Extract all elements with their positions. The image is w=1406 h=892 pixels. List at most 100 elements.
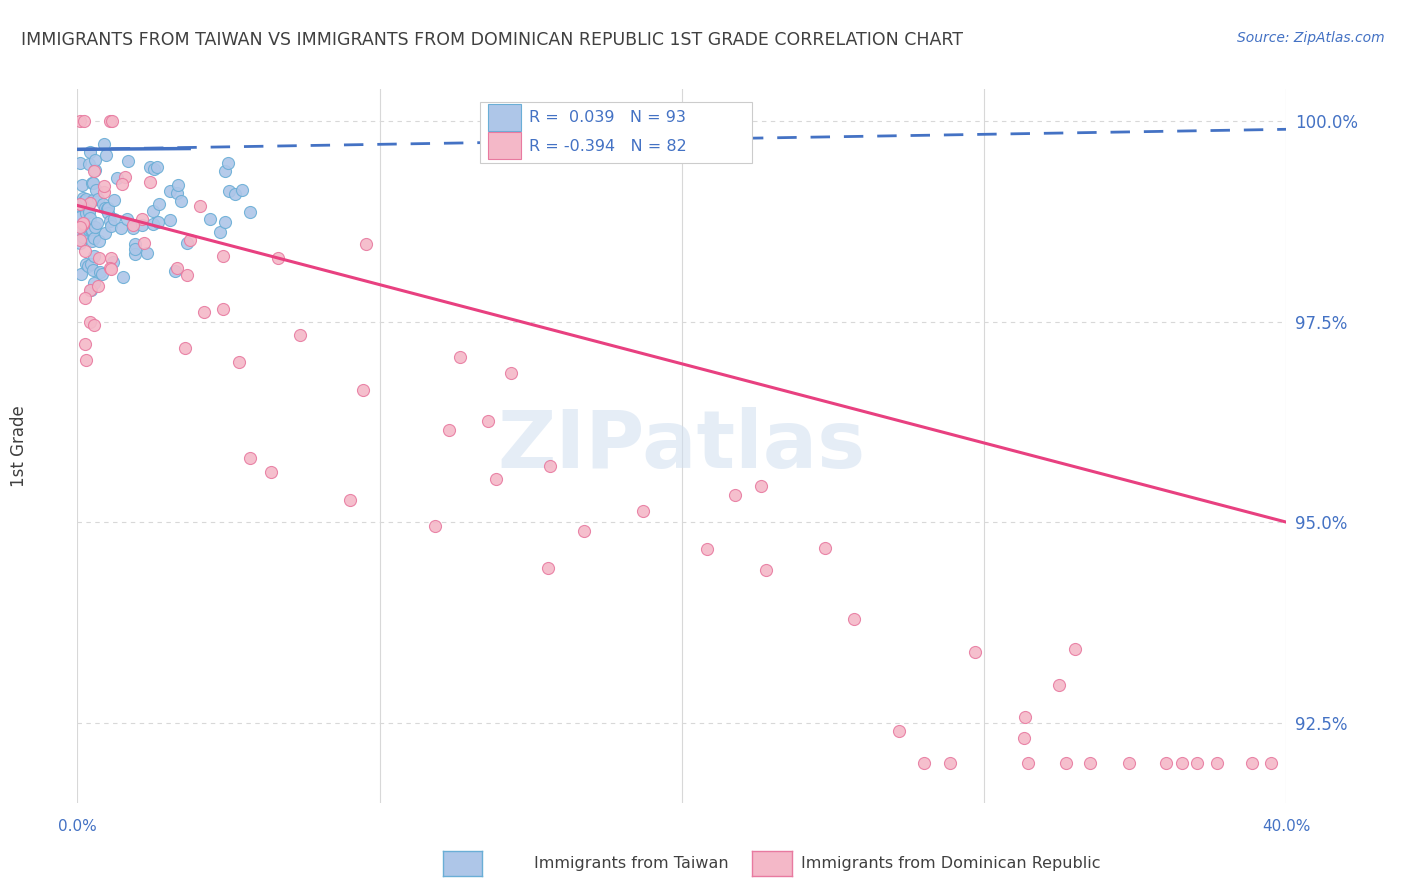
Point	[139, 175, 162, 189]
Point	[80, 223, 103, 237]
Point	[79, 196, 101, 211]
Point	[73, 216, 96, 230]
Point	[1078, 756, 1101, 770]
Point	[288, 328, 311, 343]
Point	[101, 255, 124, 269]
Point	[80, 177, 103, 191]
Point	[94, 201, 117, 215]
Point	[724, 488, 747, 502]
Point	[188, 199, 211, 213]
Point	[124, 242, 146, 256]
Point	[176, 236, 198, 251]
Point	[97, 202, 120, 216]
Point	[87, 279, 110, 293]
Point	[1171, 756, 1194, 770]
Point	[69, 114, 91, 128]
Point	[82, 263, 104, 277]
Point	[179, 233, 201, 247]
Point	[174, 341, 197, 355]
Point	[450, 350, 472, 364]
Point	[755, 563, 778, 577]
Point	[633, 504, 655, 518]
Point	[77, 259, 100, 273]
Point	[73, 337, 96, 351]
Point	[142, 204, 165, 219]
Text: 40.0%: 40.0%	[1263, 819, 1310, 834]
Point	[485, 472, 508, 486]
Point	[72, 191, 94, 205]
Bar	[488, 104, 520, 131]
Point	[117, 211, 139, 226]
Point	[103, 193, 125, 207]
Point	[813, 541, 835, 556]
Point	[72, 216, 94, 230]
Point	[574, 524, 596, 539]
Point	[1054, 756, 1077, 770]
Point	[105, 170, 128, 185]
Point	[1047, 678, 1070, 692]
Point	[93, 179, 115, 194]
Text: Immigrants from Taiwan: Immigrants from Taiwan	[534, 856, 728, 871]
Point	[77, 205, 100, 219]
Point	[166, 186, 188, 200]
Point	[1260, 756, 1282, 770]
FancyBboxPatch shape	[479, 102, 752, 162]
Point	[165, 264, 187, 278]
Point	[73, 219, 96, 233]
Point	[75, 352, 97, 367]
Text: IMMIGRANTS FROM TAIWAN VS IMMIGRANTS FROM DOMINICAN REPUBLIC 1ST GRADE CORRELATI: IMMIGRANTS FROM TAIWAN VS IMMIGRANTS FRO…	[21, 31, 963, 49]
Text: Source: ZipAtlas.com: Source: ZipAtlas.com	[1237, 31, 1385, 45]
Point	[122, 218, 145, 232]
Point	[1206, 756, 1229, 770]
Point	[84, 220, 107, 235]
Point	[148, 214, 170, 228]
Point	[501, 366, 523, 380]
Point	[1118, 756, 1140, 770]
Text: 1st Grade: 1st Grade	[10, 405, 28, 487]
Point	[83, 276, 105, 290]
Point	[75, 257, 97, 271]
Point	[939, 756, 962, 770]
Point	[912, 756, 935, 770]
Point	[166, 261, 188, 276]
Point	[965, 645, 987, 659]
Point	[69, 225, 91, 239]
Text: R = -0.394   N = 82: R = -0.394 N = 82	[529, 139, 686, 154]
Point	[477, 413, 499, 427]
Point	[73, 194, 96, 208]
Point	[842, 612, 865, 626]
Point	[1185, 756, 1208, 770]
Point	[110, 220, 132, 235]
Point	[82, 176, 104, 190]
Point	[1017, 756, 1039, 770]
Point	[87, 192, 110, 206]
Text: R =  0.039   N = 93: R = 0.039 N = 93	[529, 111, 686, 125]
Point	[87, 234, 110, 248]
Point	[75, 193, 97, 207]
Point	[83, 248, 105, 262]
Point	[69, 219, 91, 234]
Bar	[488, 132, 520, 159]
Point	[134, 235, 156, 250]
Point	[76, 202, 98, 216]
Point	[83, 231, 105, 245]
Point	[100, 262, 122, 277]
Point	[82, 234, 104, 248]
Point	[136, 246, 159, 260]
Point	[139, 160, 162, 174]
Point	[339, 492, 361, 507]
Point	[239, 450, 262, 465]
Text: 0.0%: 0.0%	[58, 819, 97, 834]
Point	[198, 212, 221, 227]
Point	[267, 251, 290, 265]
Point	[79, 256, 101, 270]
Point	[143, 161, 166, 176]
Point	[75, 218, 97, 232]
Point	[176, 268, 198, 283]
Point	[100, 114, 122, 128]
Point	[538, 458, 561, 473]
Point	[82, 193, 104, 207]
Point	[749, 479, 772, 493]
Point	[69, 267, 91, 281]
Text: Immigrants from Dominican Republic: Immigrants from Dominican Republic	[801, 856, 1101, 871]
